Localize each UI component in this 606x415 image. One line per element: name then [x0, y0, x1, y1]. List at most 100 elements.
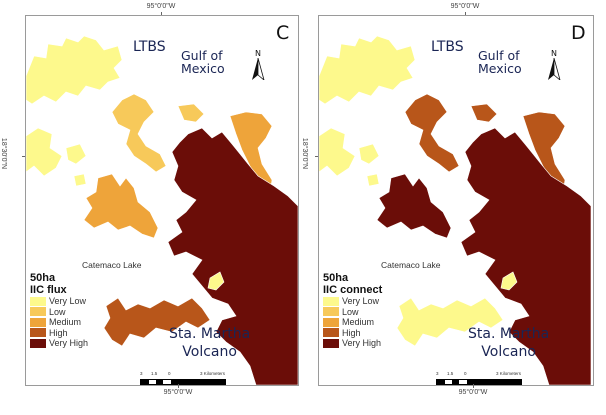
legend-label: Medium — [342, 317, 375, 328]
legend-title-1: 50ha — [323, 272, 349, 284]
legend-label: High — [49, 327, 68, 338]
scale-tick-label: 3 — [436, 371, 439, 376]
scale-tick-label: 3 — [140, 371, 143, 376]
habitat-patch-west-small — [26, 127, 87, 187]
habitat-patch-northwest — [26, 35, 123, 105]
north-label: N — [255, 49, 261, 58]
legend-title-2: IIC flux — [30, 283, 67, 296]
bottom-tick — [178, 384, 179, 388]
ltbs-label: LTBS — [431, 39, 464, 55]
legend-swatch — [323, 317, 339, 327]
panel-letter: C — [276, 22, 290, 44]
north-arrow-icon — [252, 57, 265, 82]
gulf-line-2: Mexico — [181, 61, 225, 77]
legend-label: Very High — [49, 338, 89, 349]
top-coordinate-label: 95°0'0"W — [146, 3, 176, 10]
habitat-patch-lake-island — [500, 271, 518, 291]
north-arrow-icon — [548, 57, 561, 82]
habitat-patch-lake-island — [207, 271, 225, 291]
legend-swatch — [323, 296, 339, 306]
scale-tick-label: 1.5 — [151, 371, 158, 376]
north-arrow: N — [251, 49, 265, 85]
left-coordinate-label: 18°30'0"N — [0, 137, 8, 170]
legend: 50ha IIC flux Very Low Low Medium High Very … — [30, 272, 88, 349]
scale-bar-graphic — [436, 379, 522, 385]
bottom-coordinate-label: 95°0'0"W — [458, 389, 488, 396]
left-tick — [315, 156, 319, 157]
top-tick — [465, 12, 466, 16]
legend-item: Very Low — [30, 296, 88, 307]
catemaco-lake-label: Catemaco Lake — [381, 260, 441, 270]
habitat-patch-east-mass — [460, 127, 592, 385]
gulf-of-mexico-label: Gulf of Mexico — [181, 49, 225, 75]
legend-item: Low — [323, 307, 382, 318]
habitat-patch-east-mass — [167, 127, 298, 385]
legend-title-1: 50ha — [30, 272, 56, 284]
legend-label: Very Low — [49, 296, 87, 307]
legend-swatch — [323, 307, 339, 317]
gulf-line-2: Mexico — [478, 61, 522, 77]
legend-label: Medium — [49, 317, 82, 328]
legend-swatch — [30, 338, 46, 348]
habitat-patch-northwest — [319, 35, 416, 105]
legend-item: Very High — [30, 338, 88, 349]
legend-label: Low — [342, 306, 359, 317]
legend-swatch — [30, 307, 46, 317]
volcano-label: Sta. Martha Volcano — [169, 326, 250, 361]
volcano-line-1: Sta. Martha — [169, 326, 251, 342]
map-panel-c: 95°0'0"W 18°30'0"N C LTBS Gulf of Mexico… — [0, 3, 299, 396]
legend-swatch — [30, 296, 46, 306]
legend-swatch — [323, 338, 339, 348]
gulf-of-mexico-label: Gulf of Mexico — [478, 49, 522, 75]
left-coordinate-label: 18°30'0"N — [301, 137, 309, 170]
habitat-patch-southwest — [103, 297, 211, 347]
map-panel-d: 95°0'0"W 18°30'0"N D LTBS Gulf of Mexico… — [301, 0, 606, 415]
legend-swatch — [323, 328, 339, 338]
land-cover-map — [319, 35, 592, 385]
habitat-patch-northeast-strip — [229, 111, 273, 193]
top-tick — [161, 12, 162, 16]
legend-swatch — [30, 328, 46, 338]
legend-item: High — [30, 328, 88, 339]
legend-label: Very High — [342, 338, 382, 349]
scale-tick-label: 1.5 — [447, 371, 454, 376]
habitat-patch-central-west — [376, 173, 452, 239]
north-arrow: N — [547, 49, 561, 85]
gulf-line-1: Gulf of — [478, 48, 520, 63]
habitat-patch-central-north — [404, 93, 498, 173]
north-label: N — [551, 49, 557, 58]
legend-title-2: IIC connect — [323, 283, 383, 296]
left-tick — [22, 156, 26, 157]
scale-tick-label: 3 Kilometers — [200, 371, 226, 376]
legend-label: Very Low — [342, 296, 380, 307]
scale-tick-label: 3 Kilometers — [496, 371, 522, 376]
legend-item: Medium — [323, 317, 382, 328]
legend-item: Very Low — [323, 296, 382, 307]
legend-swatch — [30, 317, 46, 327]
scale-bar: 3 1.5 0 3 Kilometers — [140, 371, 226, 385]
legend-item: Medium — [30, 317, 88, 328]
legend-item: Very High — [323, 338, 382, 349]
panel-letter: D — [571, 22, 586, 44]
map-frame: D LTBS Gulf of Mexico N Catemaco Lake St… — [318, 15, 594, 386]
bottom-tick — [473, 384, 474, 388]
scale-bar-graphic — [140, 379, 226, 385]
habitat-patch-central-north — [111, 93, 205, 173]
habitat-patch-central-west — [83, 173, 159, 239]
volcano-line-1: Sta. Martha — [468, 326, 550, 342]
volcano-label: Sta. Martha Volcano — [468, 326, 549, 361]
habitat-patch-west-small — [319, 127, 380, 187]
volcano-line-2: Volcano — [481, 343, 536, 360]
legend-item: Low — [30, 307, 88, 318]
bottom-coordinate-label: 95°0'0"W — [163, 389, 193, 396]
legend: 50ha IIC connect Very Low Low Medium High Ve… — [323, 272, 383, 349]
ltbs-label: LTBS — [133, 39, 166, 55]
land-cover-map — [26, 35, 298, 385]
legend-item: High — [323, 328, 382, 339]
map-frame: C LTBS Gulf of Mexico N Catemaco Lake St… — [25, 15, 299, 386]
gulf-line-1: Gulf of — [181, 48, 223, 63]
legend-label: Low — [49, 306, 66, 317]
scale-labels: 3 1.5 0 3 Kilometers — [436, 371, 522, 379]
scale-bar: 3 1.5 0 3 Kilometers — [436, 371, 522, 385]
scale-tick-label: 0 — [464, 371, 467, 376]
